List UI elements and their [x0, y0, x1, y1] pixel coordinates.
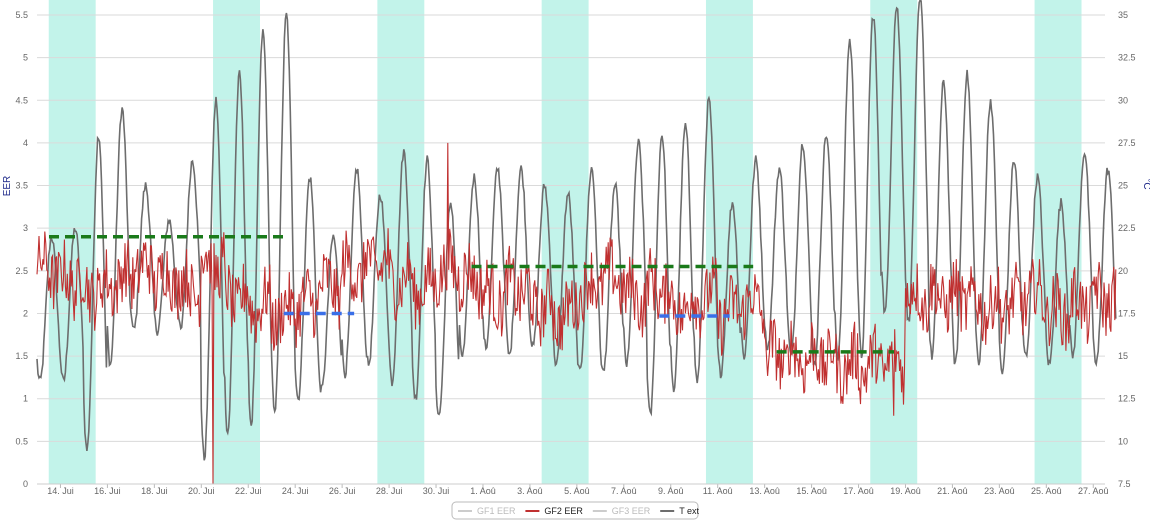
x-tick-label: 17. Aoû [843, 486, 874, 496]
y-left-tick-label: 0 [23, 479, 28, 489]
x-tick-label: 27. Aoû [1078, 486, 1109, 496]
y-right-tick-label: 10 [1118, 436, 1128, 446]
weekend-band [705, 0, 753, 484]
y-left-tick-label: 3 [23, 223, 28, 233]
y-right-tick-label: 12.5 [1118, 394, 1136, 404]
y-left-tick-label: 1 [23, 394, 28, 404]
x-tick-label: 25. Aoû [1031, 486, 1062, 496]
x-tick-label: 23. Aoû [984, 486, 1015, 496]
legend-item-label: GF2 EER [544, 506, 583, 516]
y-right-tick-label: 27.5 [1118, 138, 1136, 148]
x-tick-label: 28. Jui [376, 486, 403, 496]
y-right-tick-label: 17.5 [1118, 308, 1136, 318]
x-tick-label: 7. Aoû [611, 486, 637, 496]
x-tick-label: 18. Jui [141, 486, 168, 496]
y-axis-left-title: EER [2, 176, 13, 197]
y-right-tick-label: 30 [1118, 95, 1128, 105]
y-axis-right-title: °C [1141, 178, 1150, 189]
x-tick-label: 1. Aoû [470, 486, 496, 496]
legend-item-label: T ext [679, 506, 699, 516]
y-left-tick-label: 0.5 [15, 436, 28, 446]
y-right-tick-label: 20 [1118, 266, 1128, 276]
weekend-bands [48, 0, 1082, 484]
y-left-tick-label: 2 [23, 308, 28, 318]
legend-box [451, 501, 699, 520]
x-tick-label: 9. Aoû [658, 486, 684, 496]
y-left-tick-label: 4.5 [15, 95, 28, 105]
y-right-tick-label: 32.5 [1118, 53, 1136, 63]
y-left-tick-label: 4 [23, 138, 28, 148]
x-tick-label: 14. Jui [47, 486, 74, 496]
y-right-tick-label: 15 [1118, 351, 1128, 361]
y-left-tick-label: 5.5 [15, 10, 28, 20]
y-right-tick-label: 35 [1118, 10, 1128, 20]
x-tick-label: 24. Jui [282, 486, 309, 496]
x-tick-label: 26. Jui [329, 486, 356, 496]
x-tick-label: 19. Aoû [890, 486, 921, 496]
y-left-tick-label: 3.5 [15, 181, 28, 191]
legend: GF1 EER GF2 EER GF3 EER T ext [451, 501, 700, 520]
y-right-tick-label: 25 [1118, 181, 1128, 191]
x-tick-label: 13. Aoû [749, 486, 780, 496]
legend-item-label: GF1 EER [477, 506, 516, 516]
y-left-tick-label: 5 [23, 53, 28, 63]
y-left-tick-label: 2.5 [15, 266, 28, 276]
x-tick-label: 5. Aoû [564, 486, 590, 496]
x-tick-label: 22. Jui [235, 486, 262, 496]
series-t-ext [36, 0, 1117, 461]
series-gf2-eer [36, 142, 1117, 485]
axes: 00.511.522.533.544.555.57.51012.51517.52… [15, 10, 1135, 496]
x-tick-label: 3. Aoû [517, 486, 543, 496]
series-line-gf2-eer [36, 142, 1117, 485]
y-right-tick-label: 22.5 [1118, 223, 1136, 233]
x-tick-label: 30. Jui [423, 486, 450, 496]
series-line-t-ext [36, 0, 1117, 461]
x-tick-label: 16. Jui [94, 486, 121, 496]
x-tick-label: 11. Aoû [703, 486, 733, 496]
x-tick-label: 21. Aoû [937, 486, 968, 496]
legend-item-label: GF3 EER [612, 506, 651, 516]
y-left-tick-label: 1.5 [15, 351, 28, 361]
x-tick-label: 20. Jui [188, 486, 215, 496]
x-tick-label: 15. Aoû [796, 486, 827, 496]
y-right-tick-label: 7.5 [1118, 479, 1131, 489]
reference-lines [49, 234, 895, 354]
